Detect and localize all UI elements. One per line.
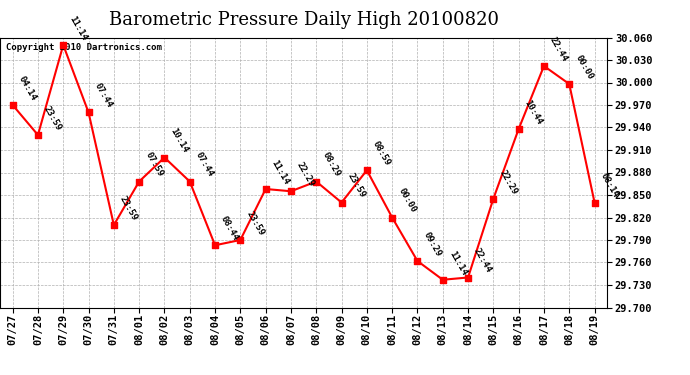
Text: 08:59: 08:59 bbox=[371, 140, 392, 168]
Point bbox=[108, 222, 119, 228]
Point bbox=[235, 237, 246, 243]
Point bbox=[184, 178, 195, 184]
Text: 22:44: 22:44 bbox=[548, 36, 569, 63]
Text: 07:44: 07:44 bbox=[92, 82, 114, 110]
Point bbox=[462, 274, 473, 280]
Point bbox=[437, 277, 448, 283]
Text: 22:44: 22:44 bbox=[472, 247, 493, 275]
Point bbox=[589, 200, 600, 206]
Text: Barometric Pressure Daily High 20100820: Barometric Pressure Daily High 20100820 bbox=[108, 11, 499, 29]
Text: 11:14: 11:14 bbox=[447, 249, 468, 277]
Point bbox=[32, 132, 43, 138]
Text: 08:44: 08:44 bbox=[219, 215, 240, 243]
Text: 23:59: 23:59 bbox=[346, 172, 367, 200]
Text: 07:44: 07:44 bbox=[194, 151, 215, 179]
Point bbox=[286, 188, 297, 194]
Text: 07:59: 07:59 bbox=[144, 151, 164, 179]
Text: 00:00: 00:00 bbox=[573, 54, 595, 81]
Point bbox=[513, 126, 524, 132]
Text: 22:29: 22:29 bbox=[295, 161, 316, 189]
Text: 09:29: 09:29 bbox=[422, 231, 443, 258]
Point bbox=[310, 178, 322, 184]
Point bbox=[386, 214, 397, 220]
Text: 11:14: 11:14 bbox=[68, 15, 88, 42]
Text: 08:14: 08:14 bbox=[599, 172, 620, 200]
Point bbox=[210, 242, 221, 248]
Point bbox=[538, 63, 549, 69]
Text: 08:29: 08:29 bbox=[320, 151, 342, 179]
Point bbox=[159, 154, 170, 160]
Point bbox=[58, 42, 69, 48]
Point bbox=[488, 196, 499, 202]
Text: 23:59: 23:59 bbox=[42, 105, 63, 132]
Point bbox=[362, 167, 373, 173]
Text: Copyright 2010 Dartronics.com: Copyright 2010 Dartronics.com bbox=[6, 43, 162, 52]
Point bbox=[564, 81, 575, 87]
Point bbox=[412, 258, 423, 264]
Text: 10:14: 10:14 bbox=[168, 127, 190, 155]
Point bbox=[134, 178, 145, 184]
Text: 22:29: 22:29 bbox=[497, 168, 519, 196]
Point bbox=[260, 186, 271, 192]
Point bbox=[7, 102, 18, 108]
Text: 23:59: 23:59 bbox=[118, 195, 139, 222]
Text: 23:59: 23:59 bbox=[244, 210, 266, 237]
Text: 10:44: 10:44 bbox=[523, 99, 544, 126]
Text: 00:00: 00:00 bbox=[396, 187, 417, 215]
Point bbox=[336, 200, 347, 206]
Point bbox=[83, 110, 94, 116]
Text: 04:14: 04:14 bbox=[17, 75, 38, 102]
Text: 11:14: 11:14 bbox=[270, 159, 291, 186]
